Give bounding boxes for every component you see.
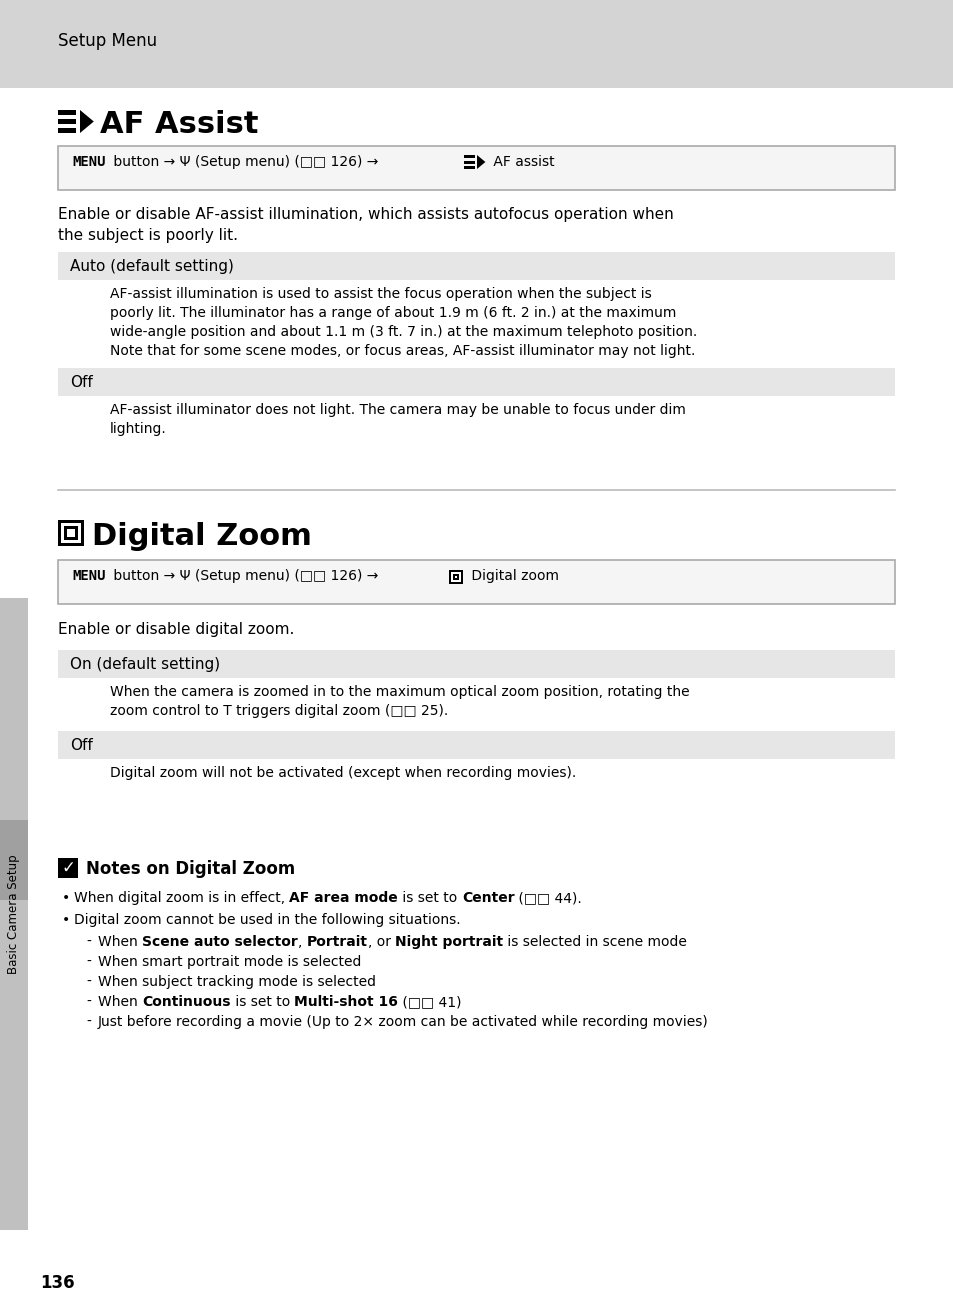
- Text: Just before recording a movie (Up to 2× zoom can be activated while recording mo: Just before recording a movie (Up to 2× …: [98, 1014, 708, 1029]
- Bar: [58, 120, 76, 124]
- Text: AF area mode: AF area mode: [289, 891, 397, 905]
- Text: Digital Zoom: Digital Zoom: [91, 522, 312, 551]
- Text: the subject is poorly lit.: the subject is poorly lit.: [58, 229, 237, 243]
- Text: 136: 136: [40, 1275, 74, 1292]
- Text: Portrait: Portrait: [306, 936, 367, 949]
- Text: , or: , or: [367, 936, 395, 949]
- Text: When: When: [98, 995, 142, 1009]
- Bar: [453, 574, 458, 579]
- Text: AF assist: AF assist: [489, 155, 555, 170]
- Text: Setup Menu: Setup Menu: [58, 32, 157, 50]
- Text: When the camera is zoomed in to the maximum optical zoom position, rotating the: When the camera is zoomed in to the maxi…: [110, 685, 689, 699]
- Text: On (default setting): On (default setting): [70, 657, 220, 671]
- Text: Scene auto selector: Scene auto selector: [142, 936, 297, 949]
- Bar: [58, 368, 894, 396]
- Text: •: •: [62, 891, 71, 905]
- Text: When smart portrait mode is selected: When smart portrait mode is selected: [98, 955, 361, 968]
- Bar: [61, 523, 81, 543]
- Text: AF-assist illuminator does not light. The camera may be unable to focus under di: AF-assist illuminator does not light. Th…: [110, 403, 685, 417]
- Text: When digital zoom is in effect,: When digital zoom is in effect,: [74, 891, 289, 905]
- Bar: [58, 731, 894, 759]
- Text: AF Assist: AF Assist: [100, 110, 258, 139]
- Bar: [58, 858, 78, 878]
- Bar: [58, 146, 894, 191]
- Bar: [463, 166, 475, 170]
- Text: button → Ψ (Setup menu) (□□ 126) →: button → Ψ (Setup menu) (□□ 126) →: [109, 569, 382, 583]
- Text: -: -: [86, 1014, 91, 1029]
- Bar: [58, 560, 894, 604]
- Bar: [0, 598, 28, 1230]
- Text: Digital zoom: Digital zoom: [467, 569, 558, 583]
- Text: Center: Center: [461, 891, 514, 905]
- Bar: [455, 576, 456, 578]
- Text: Note that for some scene modes, or focus areas, AF-assist illuminator may not li: Note that for some scene modes, or focus…: [110, 344, 695, 357]
- Text: -: -: [86, 975, 91, 989]
- Text: ✓: ✓: [61, 859, 75, 876]
- Bar: [449, 570, 462, 583]
- Bar: [0, 0, 953, 88]
- Text: Multi-shot 16: Multi-shot 16: [294, 995, 397, 1009]
- Text: -: -: [86, 995, 91, 1009]
- Polygon shape: [80, 110, 93, 133]
- Bar: [58, 650, 894, 678]
- Text: Notes on Digital Zoom: Notes on Digital Zoom: [86, 859, 294, 878]
- Text: Enable or disable digital zoom.: Enable or disable digital zoom.: [58, 622, 294, 637]
- Text: poorly lit. The illuminator has a range of about 1.9 m (6 ft. 2 in.) at the maxi: poorly lit. The illuminator has a range …: [110, 306, 676, 321]
- Text: lighting.: lighting.: [110, 422, 167, 436]
- Text: When: When: [98, 936, 142, 949]
- Text: button → Ψ (Setup menu) (□□ 126) →: button → Ψ (Setup menu) (□□ 126) →: [109, 155, 382, 170]
- Text: Basic Camera Setup: Basic Camera Setup: [8, 854, 20, 974]
- Text: zoom control to T triggers digital zoom (□□ 25).: zoom control to T triggers digital zoom …: [110, 704, 448, 717]
- Text: Digital zoom cannot be used in the following situations.: Digital zoom cannot be used in the follo…: [74, 913, 460, 926]
- Text: Enable or disable AF-assist illumination, which assists autofocus operation when: Enable or disable AF-assist illumination…: [58, 208, 673, 222]
- Text: (□□ 44).: (□□ 44).: [514, 891, 581, 905]
- Polygon shape: [476, 155, 485, 170]
- Bar: [0, 820, 28, 900]
- Text: MENU: MENU: [71, 569, 106, 583]
- Bar: [58, 520, 84, 547]
- Bar: [58, 252, 894, 280]
- Text: ,: ,: [297, 936, 306, 949]
- Text: When subject tracking mode is selected: When subject tracking mode is selected: [98, 975, 375, 989]
- Text: is set to: is set to: [397, 891, 461, 905]
- Text: •: •: [62, 913, 71, 926]
- Text: is set to: is set to: [231, 995, 294, 1009]
- Text: Off: Off: [70, 374, 92, 390]
- Bar: [67, 530, 75, 537]
- Text: MENU: MENU: [71, 155, 106, 170]
- Text: Continuous: Continuous: [142, 995, 231, 1009]
- Text: AF-assist illumination is used to assist the focus operation when the subject is: AF-assist illumination is used to assist…: [110, 286, 651, 301]
- Bar: [58, 127, 76, 133]
- Text: is selected in scene mode: is selected in scene mode: [502, 936, 686, 949]
- Bar: [463, 155, 475, 158]
- Text: (□□ 41): (□□ 41): [397, 995, 461, 1009]
- Text: wide-angle position and about 1.1 m (3 ft. 7 in.) at the maximum telephoto posit: wide-angle position and about 1.1 m (3 f…: [110, 325, 697, 339]
- Bar: [58, 110, 76, 116]
- Text: -: -: [86, 936, 91, 949]
- Bar: [451, 572, 460, 582]
- Text: -: -: [86, 955, 91, 968]
- Text: Off: Off: [70, 738, 92, 753]
- Text: Night portrait: Night portrait: [395, 936, 502, 949]
- Text: Auto (default setting): Auto (default setting): [70, 259, 233, 275]
- Bar: [64, 526, 78, 540]
- Text: Digital zoom will not be activated (except when recording movies).: Digital zoom will not be activated (exce…: [110, 766, 576, 781]
- Bar: [463, 160, 475, 163]
